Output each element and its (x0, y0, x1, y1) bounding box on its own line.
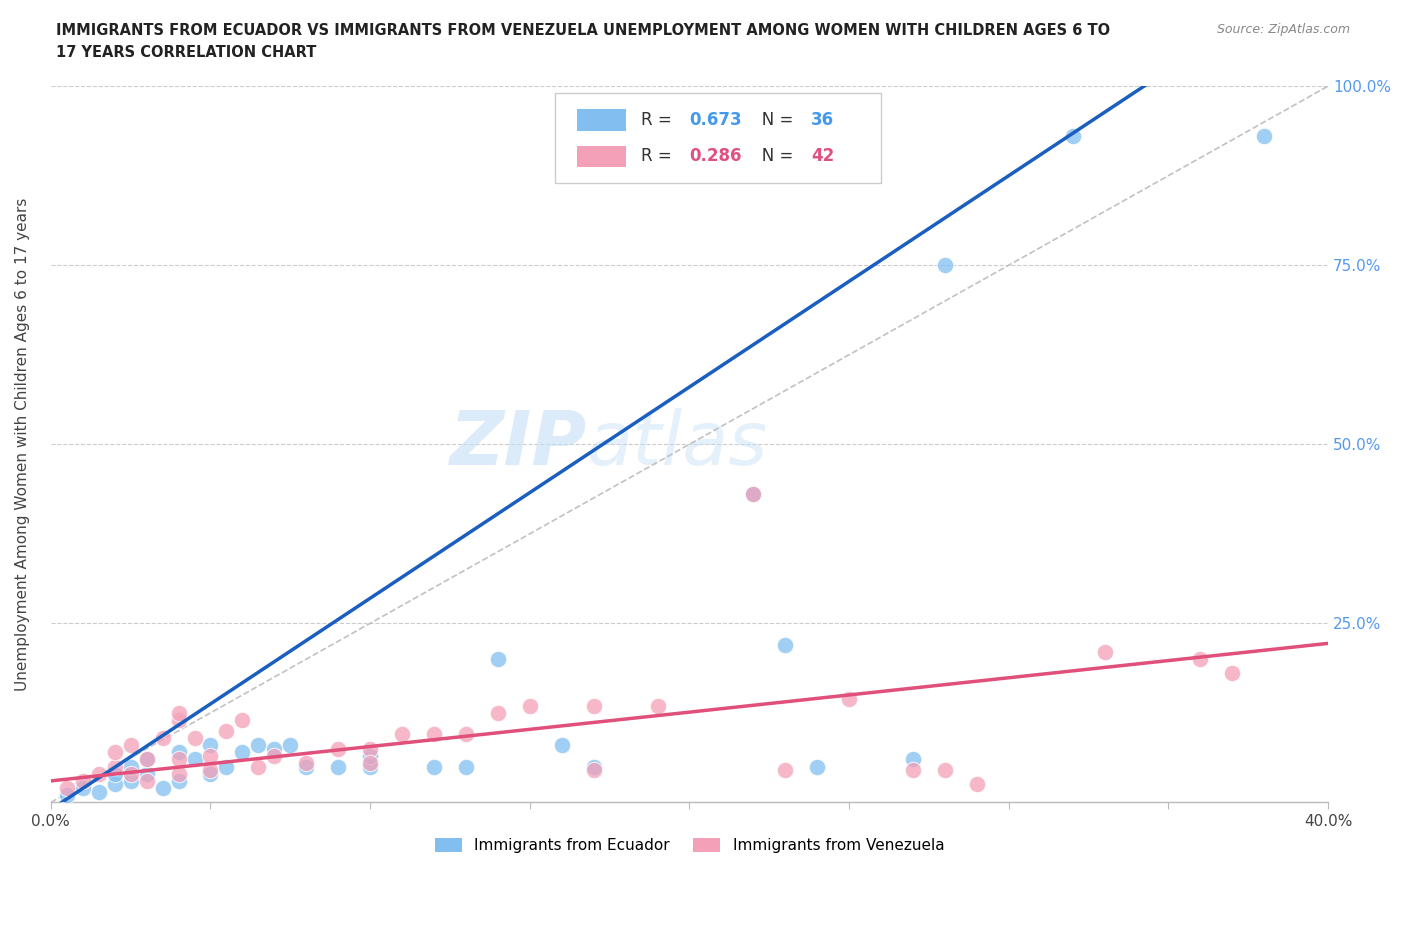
Immigrants from Venezuela (647, 698, 669, 713)
Text: R =: R = (641, 147, 676, 166)
Immigrants from Ecuador (247, 737, 270, 752)
Immigrants from Venezuela (167, 712, 190, 727)
Immigrants from Venezuela (901, 763, 924, 777)
Text: 36: 36 (811, 111, 834, 128)
Immigrants from Venezuela (152, 730, 174, 745)
Immigrants from Venezuela (120, 766, 142, 781)
Y-axis label: Unemployment Among Women with Children Ages 6 to 17 years: Unemployment Among Women with Children A… (15, 197, 30, 691)
Immigrants from Ecuador (135, 752, 157, 767)
Immigrants from Ecuador (295, 759, 318, 774)
Immigrants from Venezuela (72, 774, 94, 789)
Immigrants from Venezuela (120, 737, 142, 752)
Immigrants from Venezuela (775, 763, 797, 777)
Text: N =: N = (745, 111, 799, 128)
Immigrants from Ecuador (263, 741, 285, 756)
Immigrants from Ecuador (359, 749, 381, 764)
Immigrants from Ecuador (328, 759, 350, 774)
Immigrants from Venezuela (183, 730, 205, 745)
Immigrants from Ecuador (231, 745, 253, 760)
Immigrants from Ecuador (359, 759, 381, 774)
Immigrants from Ecuador (200, 766, 222, 781)
Immigrants from Venezuela (247, 759, 270, 774)
Immigrants from Ecuador (183, 752, 205, 767)
Text: R =: R = (641, 111, 676, 128)
Immigrants from Venezuela (135, 752, 157, 767)
Immigrants from Venezuela (582, 763, 605, 777)
Immigrants from Venezuela (742, 487, 765, 502)
Immigrants from Venezuela (838, 691, 860, 706)
Immigrants from Ecuador (200, 737, 222, 752)
Immigrants from Ecuador (120, 774, 142, 789)
Immigrants from Venezuela (167, 752, 190, 767)
Immigrants from Venezuela (1189, 652, 1212, 667)
FancyBboxPatch shape (576, 109, 626, 130)
Text: 42: 42 (811, 147, 834, 166)
Text: N =: N = (745, 147, 799, 166)
Immigrants from Ecuador (742, 487, 765, 502)
Text: Source: ZipAtlas.com: Source: ZipAtlas.com (1216, 23, 1350, 36)
Immigrants from Venezuela (359, 741, 381, 756)
Immigrants from Venezuela (87, 766, 110, 781)
FancyBboxPatch shape (555, 93, 882, 183)
Text: atlas: atlas (588, 408, 769, 480)
Immigrants from Venezuela (582, 698, 605, 713)
Immigrants from Venezuela (200, 763, 222, 777)
Immigrants from Ecuador (1253, 128, 1275, 143)
Immigrants from Ecuador (486, 652, 509, 667)
Immigrants from Ecuador (135, 766, 157, 781)
Immigrants from Venezuela (135, 774, 157, 789)
Immigrants from Ecuador (87, 784, 110, 799)
Legend: Immigrants from Ecuador, Immigrants from Venezuela: Immigrants from Ecuador, Immigrants from… (429, 831, 950, 859)
Immigrants from Venezuela (167, 766, 190, 781)
Immigrants from Venezuela (359, 755, 381, 770)
Immigrants from Venezuela (167, 706, 190, 721)
Immigrants from Ecuador (56, 788, 79, 803)
Immigrants from Venezuela (263, 749, 285, 764)
Immigrants from Ecuador (104, 766, 127, 781)
Immigrants from Ecuador (806, 759, 828, 774)
Immigrants from Venezuela (56, 780, 79, 795)
Immigrants from Ecuador (775, 637, 797, 652)
Immigrants from Ecuador (551, 737, 574, 752)
Immigrants from Venezuela (328, 741, 350, 756)
Immigrants from Venezuela (104, 759, 127, 774)
Text: 0.286: 0.286 (689, 147, 742, 166)
Text: ZIP: ZIP (450, 407, 588, 481)
Text: IMMIGRANTS FROM ECUADOR VS IMMIGRANTS FROM VENEZUELA UNEMPLOYMENT AMONG WOMEN WI: IMMIGRANTS FROM ECUADOR VS IMMIGRANTS FR… (56, 23, 1111, 38)
Text: 17 YEARS CORRELATION CHART: 17 YEARS CORRELATION CHART (56, 45, 316, 60)
Immigrants from Venezuela (966, 777, 988, 792)
Immigrants from Venezuela (104, 745, 127, 760)
Immigrants from Venezuela (391, 727, 413, 742)
Immigrants from Venezuela (231, 712, 253, 727)
Immigrants from Ecuador (901, 752, 924, 767)
Immigrants from Ecuador (120, 759, 142, 774)
Immigrants from Ecuador (104, 777, 127, 792)
Immigrants from Ecuador (167, 774, 190, 789)
Immigrants from Ecuador (278, 737, 301, 752)
Immigrants from Ecuador (215, 759, 238, 774)
Immigrants from Ecuador (72, 780, 94, 795)
Immigrants from Ecuador (582, 759, 605, 774)
FancyBboxPatch shape (576, 146, 626, 167)
Immigrants from Ecuador (454, 759, 477, 774)
Immigrants from Venezuela (423, 727, 446, 742)
Text: 0.673: 0.673 (689, 111, 742, 128)
Immigrants from Venezuela (215, 724, 238, 738)
Immigrants from Ecuador (1062, 128, 1084, 143)
Immigrants from Ecuador (167, 745, 190, 760)
Immigrants from Venezuela (200, 749, 222, 764)
Immigrants from Venezuela (486, 706, 509, 721)
Immigrants from Ecuador (423, 759, 446, 774)
Immigrants from Venezuela (519, 698, 541, 713)
Immigrants from Venezuela (1220, 666, 1243, 681)
Immigrants from Ecuador (934, 258, 956, 272)
Immigrants from Ecuador (152, 780, 174, 795)
Immigrants from Venezuela (295, 755, 318, 770)
Immigrants from Venezuela (934, 763, 956, 777)
Immigrants from Venezuela (454, 727, 477, 742)
Immigrants from Venezuela (1094, 644, 1116, 659)
